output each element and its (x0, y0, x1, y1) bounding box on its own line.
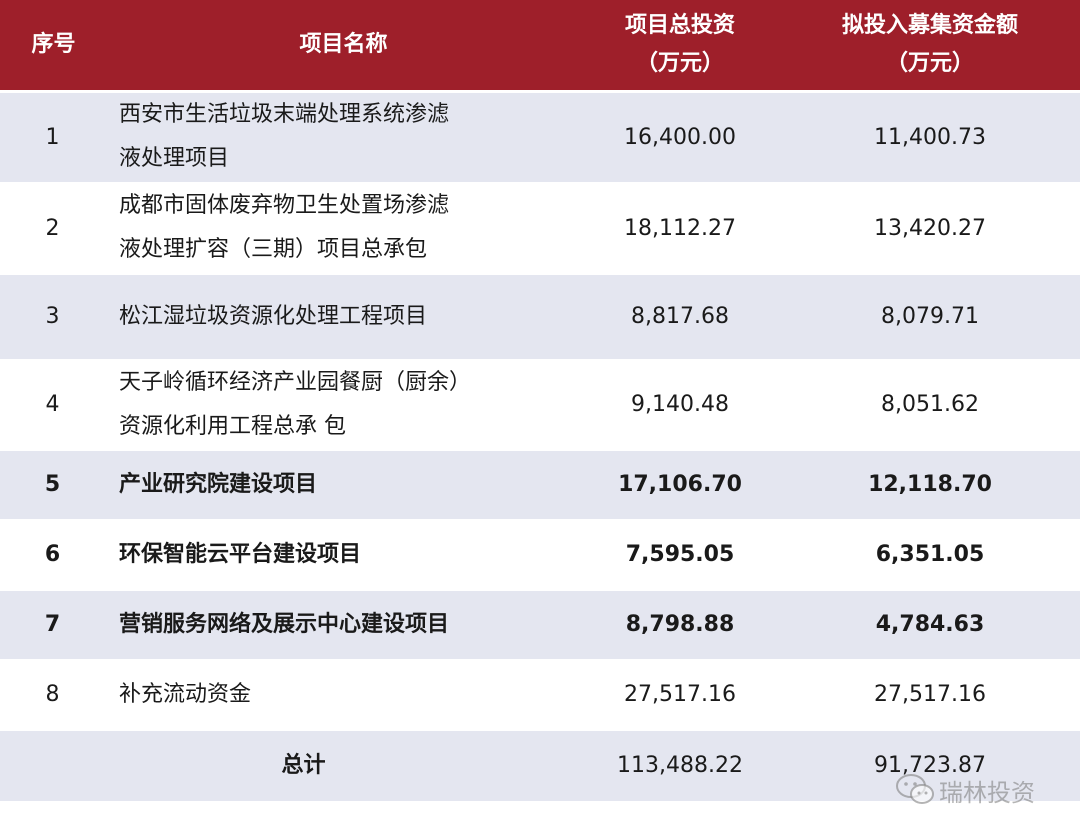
header-total: 项目总投资 （万元） (580, 0, 780, 93)
row-name-line1: 西安市生活垃圾末端处理系统渗滤 (119, 102, 450, 128)
row-name: 西安市生活垃圾末端处理系统渗滤 液处理项目 (107, 91, 580, 184)
row-total: 27,517.16 (580, 659, 780, 731)
row-total: 9,140.48 (580, 359, 780, 451)
row-no: 7 (0, 589, 107, 661)
table-row: 7 营销服务网络及展示中心建设项目 8,798.88 4,784.63 (0, 589, 1080, 661)
row-name: 营销服务网络及展示中心建设项目 (107, 589, 580, 661)
table-row: 4 天子岭循环经济产业园餐厨（厨余） 资源化利用工程总承 包 9,140.48 … (0, 359, 1080, 451)
header-total-line1: 项目总投资 (624, 13, 735, 38)
header-no: 序号 (0, 0, 107, 93)
row-total: 8,817.68 (580, 273, 780, 361)
row-name-line2: 液处理扩容（三期）项目总承包 (119, 237, 428, 262)
row-fund: 13,420.27 (780, 182, 1080, 275)
row-fund: 6,351.05 (780, 519, 1080, 591)
row-fund: 4,784.63 (780, 589, 1080, 661)
wechat-icon (895, 773, 935, 807)
table-row: 1 西安市生活垃圾末端处理系统渗滤 液处理项目 16,400.00 11,400… (0, 91, 1080, 184)
row-no: 2 (0, 182, 107, 275)
header-fund-line1: 拟投入募集资金额 (841, 13, 1018, 38)
row-fund: 8,079.71 (780, 273, 1080, 361)
row-name-line2: 资源化利用工程总承 包 (119, 413, 346, 439)
row-name-line1: 天子岭循环经济产业园餐厨（厨余） (119, 369, 472, 395)
header-total-line2: （万元） (635, 51, 724, 76)
row-no: 8 (0, 659, 107, 731)
row-name: 补充流动资金 (107, 659, 580, 731)
row-total: 7,595.05 (580, 519, 780, 591)
row-no: 6 (0, 519, 107, 591)
row-name: 松江湿垃圾资源化处理工程项目 (107, 273, 580, 361)
total-label: 总计 (107, 729, 580, 803)
row-no: 5 (0, 449, 107, 521)
header-row: 序号 项目名称 项目总投资 （万元） 拟投入募集资金额 （万元） (0, 0, 1080, 93)
row-no: 1 (0, 91, 107, 184)
watermark-text: 瑞林投资 (939, 778, 1035, 807)
row-name-line2: 液处理项目 (119, 146, 230, 172)
investment-table: 序号 项目名称 项目总投资 （万元） 拟投入募集资金额 （万元） 1 西安市生活… (0, 0, 1080, 803)
header-fund: 拟投入募集资金额 （万元） (780, 0, 1080, 93)
row-fund: 27,517.16 (780, 659, 1080, 731)
row-name-line1: 成都市固体废弃物卫生处置场渗滤 (119, 193, 450, 218)
row-no: 4 (0, 359, 107, 451)
row-name: 成都市固体废弃物卫生处置场渗滤 液处理扩容（三期）项目总承包 (107, 182, 580, 275)
table-row: 2 成都市固体废弃物卫生处置场渗滤 液处理扩容（三期）项目总承包 18,112.… (0, 182, 1080, 275)
header-name: 项目名称 (107, 0, 580, 93)
row-total: 8,798.88 (580, 589, 780, 661)
watermark: 瑞林投资 (895, 772, 1035, 808)
row-total: 16,400.00 (580, 91, 780, 184)
row-name: 产业研究院建设项目 (107, 449, 580, 521)
row-no: 3 (0, 273, 107, 361)
header-fund-line2: （万元） (885, 51, 974, 76)
row-total: 17,106.70 (580, 449, 780, 521)
table-row: 3 松江湿垃圾资源化处理工程项目 8,817.68 8,079.71 (0, 273, 1080, 361)
row-fund: 8,051.62 (780, 359, 1080, 451)
row-total: 18,112.27 (580, 182, 780, 275)
row-fund: 12,118.70 (780, 449, 1080, 521)
total-sum: 113,488.22 (580, 729, 780, 803)
row-name: 天子岭循环经济产业园餐厨（厨余） 资源化利用工程总承 包 (107, 359, 580, 451)
table-row: 5 产业研究院建设项目 17,106.70 12,118.70 (0, 449, 1080, 521)
table-row: 6 环保智能云平台建设项目 7,595.05 6,351.05 (0, 519, 1080, 591)
table-row: 8 补充流动资金 27,517.16 27,517.16 (0, 659, 1080, 731)
row-fund: 11,400.73 (780, 91, 1080, 184)
row-name: 环保智能云平台建设项目 (107, 519, 580, 591)
